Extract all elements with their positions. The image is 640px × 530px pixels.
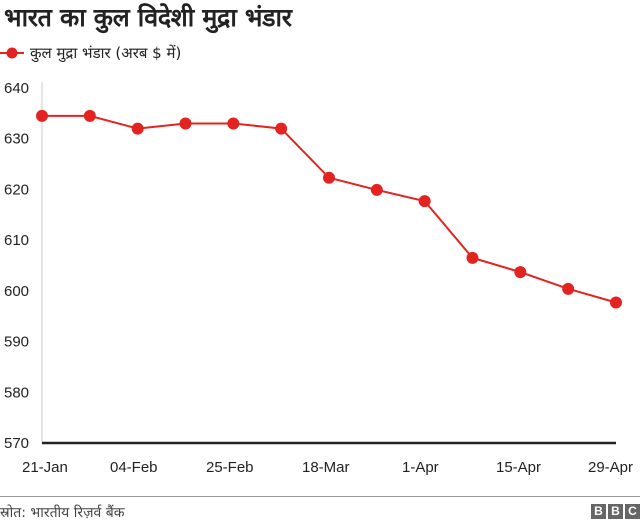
y-tick-label: 580 — [4, 384, 29, 401]
data-point — [562, 282, 575, 295]
data-point — [514, 266, 527, 279]
x-tick-label: 18-Mar — [302, 459, 350, 476]
y-tick-label: 630 — [4, 131, 29, 148]
y-tick-label: 570 — [4, 435, 29, 452]
data-point — [179, 117, 192, 130]
data-point — [275, 122, 288, 135]
chart-title: भारत का कुल विदेशी मुद्रा भंडार — [4, 3, 292, 32]
data-point — [131, 122, 144, 135]
bbc-logo-letter: B — [591, 504, 606, 519]
data-point — [418, 195, 431, 208]
x-tick-label: 15-Apr — [496, 459, 541, 476]
data-point — [610, 296, 622, 309]
data-point — [370, 183, 383, 196]
x-tick-label: 1-Apr — [402, 459, 439, 476]
y-tick-label: 640 — [4, 80, 29, 97]
data-point — [83, 109, 96, 122]
bbc-logo: B B C — [591, 504, 640, 519]
x-tick-label: 25-Feb — [206, 459, 254, 476]
x-tick-label: 29-Apr — [588, 459, 633, 476]
data-point — [36, 109, 48, 122]
series-line — [42, 114, 617, 304]
y-tick-label: 600 — [4, 283, 29, 300]
data-point — [227, 117, 240, 130]
bbc-logo-letter: B — [608, 504, 623, 519]
x-tick-label: 04-Feb — [110, 459, 158, 476]
y-tick-label: 590 — [4, 334, 29, 351]
bbc-logo-letter: C — [625, 504, 640, 519]
legend: कुल मुद्रा भंडार (अरब $ में) — [0, 42, 181, 64]
line-chart: 640 630 620 610 600 590 580 570 21-Jan 04-Feb 25-F… — [4, 80, 633, 476]
legend-label: कुल मुद्रा भंडार (अरब $ में) — [30, 44, 182, 62]
data-point — [323, 171, 335, 184]
y-tick-label: 620 — [4, 181, 29, 198]
data-point — [466, 251, 479, 264]
legend-marker-icon — [0, 47, 24, 59]
y-tick-label: 610 — [4, 232, 29, 249]
source-text: स्रोत: भारतीय रिज़र्व बैंक — [0, 505, 125, 521]
x-tick-label: 21-Jan — [22, 459, 68, 476]
footer-divider — [0, 496, 640, 497]
